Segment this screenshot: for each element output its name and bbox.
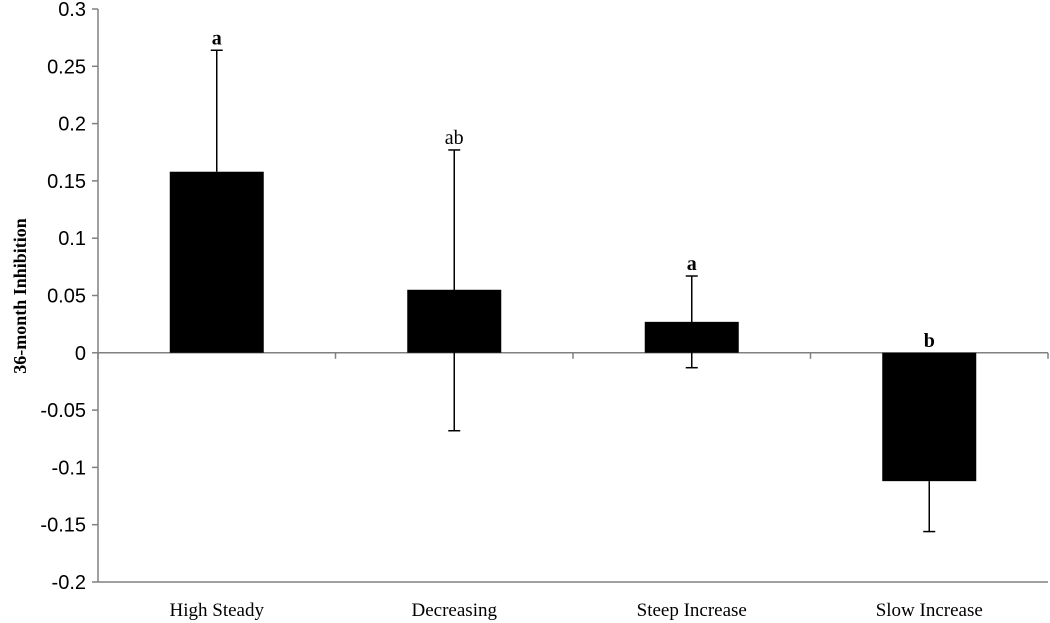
y-tick-label: 0.2 <box>58 114 86 136</box>
y-tick-label: 0.25 <box>47 56 86 78</box>
y-tick-label: 0.05 <box>47 286 86 308</box>
y-axis-title: 36-month Inhibition <box>10 218 30 374</box>
x-category-label: Decreasing <box>412 600 498 621</box>
bar <box>882 352 977 482</box>
error-bars <box>210 49 936 533</box>
y-tick-label: -0.15 <box>40 515 86 537</box>
x-category-label: High Steady <box>170 600 265 621</box>
y-tick-label: 0.1 <box>58 228 86 250</box>
y-tick-label: 0.3 <box>58 0 86 21</box>
y-tick-label: -0.2 <box>52 572 86 594</box>
y-tick-label: 0 <box>75 343 86 365</box>
bar <box>169 171 264 353</box>
significance-label: a <box>687 253 697 275</box>
x-category-label: Slow Increase <box>876 600 983 621</box>
bars <box>169 171 977 482</box>
significance-label: a <box>212 27 222 49</box>
y-tick-label: -0.05 <box>40 400 86 422</box>
significance-label: b <box>924 330 935 352</box>
significance-label: ab <box>445 127 464 149</box>
y-tick-label: -0.1 <box>52 457 86 479</box>
y-axis: 0.3 0.25 0.2 0.15 0.1 0.05 0 -0.05 -0.1 -0.15 -0.2 <box>40 0 1048 594</box>
x-category-label: Steep Increase <box>637 600 747 621</box>
y-tick-label: 0.15 <box>47 171 86 193</box>
